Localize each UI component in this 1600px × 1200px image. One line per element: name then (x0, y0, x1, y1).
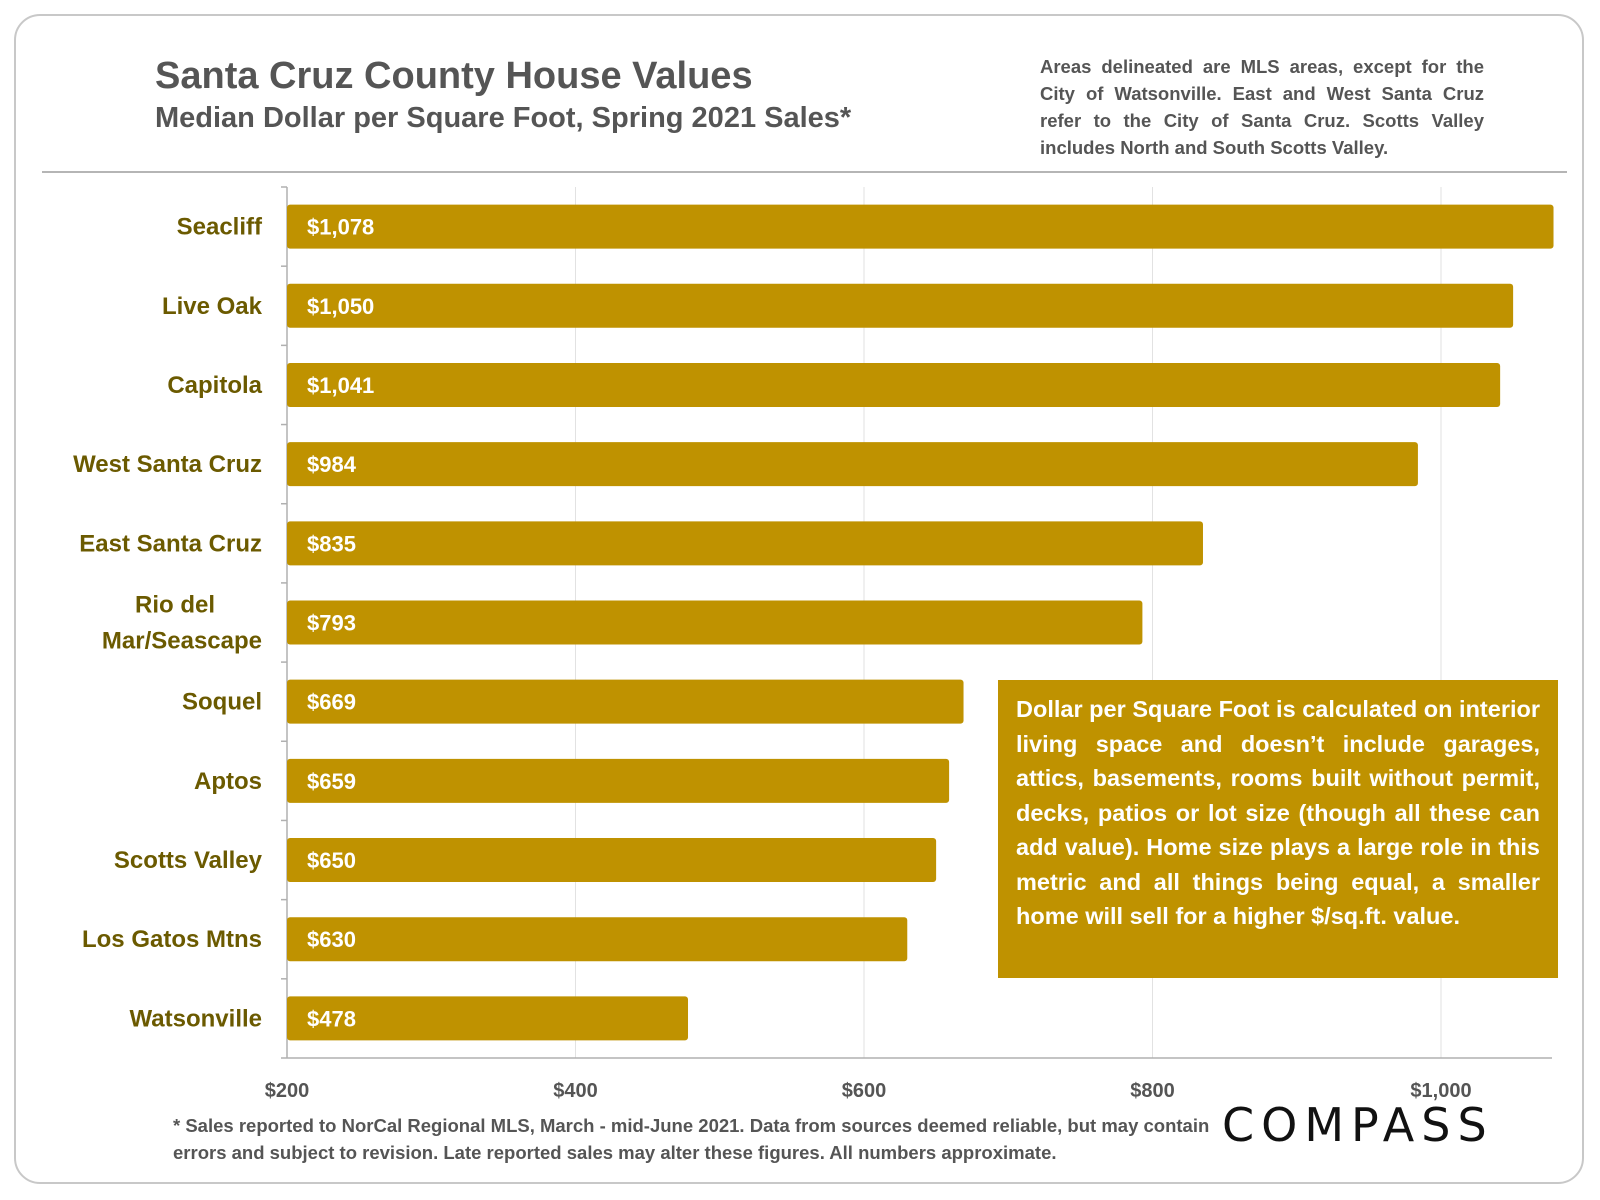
chart-subtitle: Median Dollar per Square Foot, Spring 20… (155, 102, 852, 134)
category-label: Soquel (182, 689, 262, 716)
methodology-callout: Dollar per Square Foot is calculated on … (998, 680, 1558, 978)
category-label: Capitola (167, 372, 262, 399)
bar (287, 679, 964, 724)
x-tick-label: $800 (1130, 1080, 1175, 1102)
bar (287, 362, 1501, 407)
bar (287, 600, 1143, 645)
bar-value-label: $793 (307, 611, 356, 636)
category-label: Watsonville (130, 1005, 262, 1032)
x-tick-label: $400 (553, 1080, 598, 1102)
category-label: Los Gatos Mtns (82, 926, 262, 953)
category-label: Live Oak (162, 293, 263, 320)
bar-value-label: $1,078 (307, 215, 374, 240)
bar-value-label: $1,041 (307, 373, 374, 398)
category-label: West Santa Cruz (73, 451, 262, 478)
bar-value-label: $630 (307, 927, 356, 952)
header-divider (42, 171, 1567, 173)
chart-title: Santa Cruz County House Values (155, 55, 753, 97)
footnote: * Sales reported to NorCal Regional MLS,… (173, 1115, 1210, 1163)
category-label: Rio del Mar/Seascape (102, 592, 262, 655)
bar (287, 758, 950, 803)
header-note: Areas delineated are MLS areas, except f… (1040, 56, 1484, 158)
bar (287, 283, 1514, 328)
x-tick-label: $600 (842, 1080, 887, 1102)
bar (287, 521, 1203, 566)
bar (287, 204, 1554, 249)
bar (287, 996, 689, 1041)
compass-logo: COMPASS (1222, 1098, 1494, 1152)
bar-value-label: $650 (307, 848, 356, 873)
category-label: Scotts Valley (114, 847, 263, 874)
bar-value-label: $1,050 (307, 294, 374, 319)
bar-value-label: $669 (307, 690, 356, 715)
bar (287, 917, 908, 962)
x-tick-labels: $200 $400 $600 $800 $1,000 (265, 1080, 1472, 1102)
x-tick-label: $200 (265, 1080, 310, 1102)
bar (287, 442, 1418, 487)
bar-value-label: $984 (307, 452, 357, 477)
category-label: Aptos (194, 768, 262, 795)
bar-value-label: $659 (307, 769, 356, 794)
bars: $1,078 $1,050 $1,041 $984 $835 $793 $669 $659 $6… (287, 204, 1554, 1041)
category-label: East Santa Cruz (79, 530, 262, 557)
category-labels: Seacliff Live Oak Capitola West Santa Cruz E… (73, 214, 263, 1033)
bar (287, 838, 937, 883)
x-tick-label: $1,000 (1410, 1080, 1471, 1102)
bar-value-label: $478 (307, 1006, 356, 1031)
category-label: Seacliff (177, 214, 263, 241)
bar-value-label: $835 (307, 531, 356, 556)
